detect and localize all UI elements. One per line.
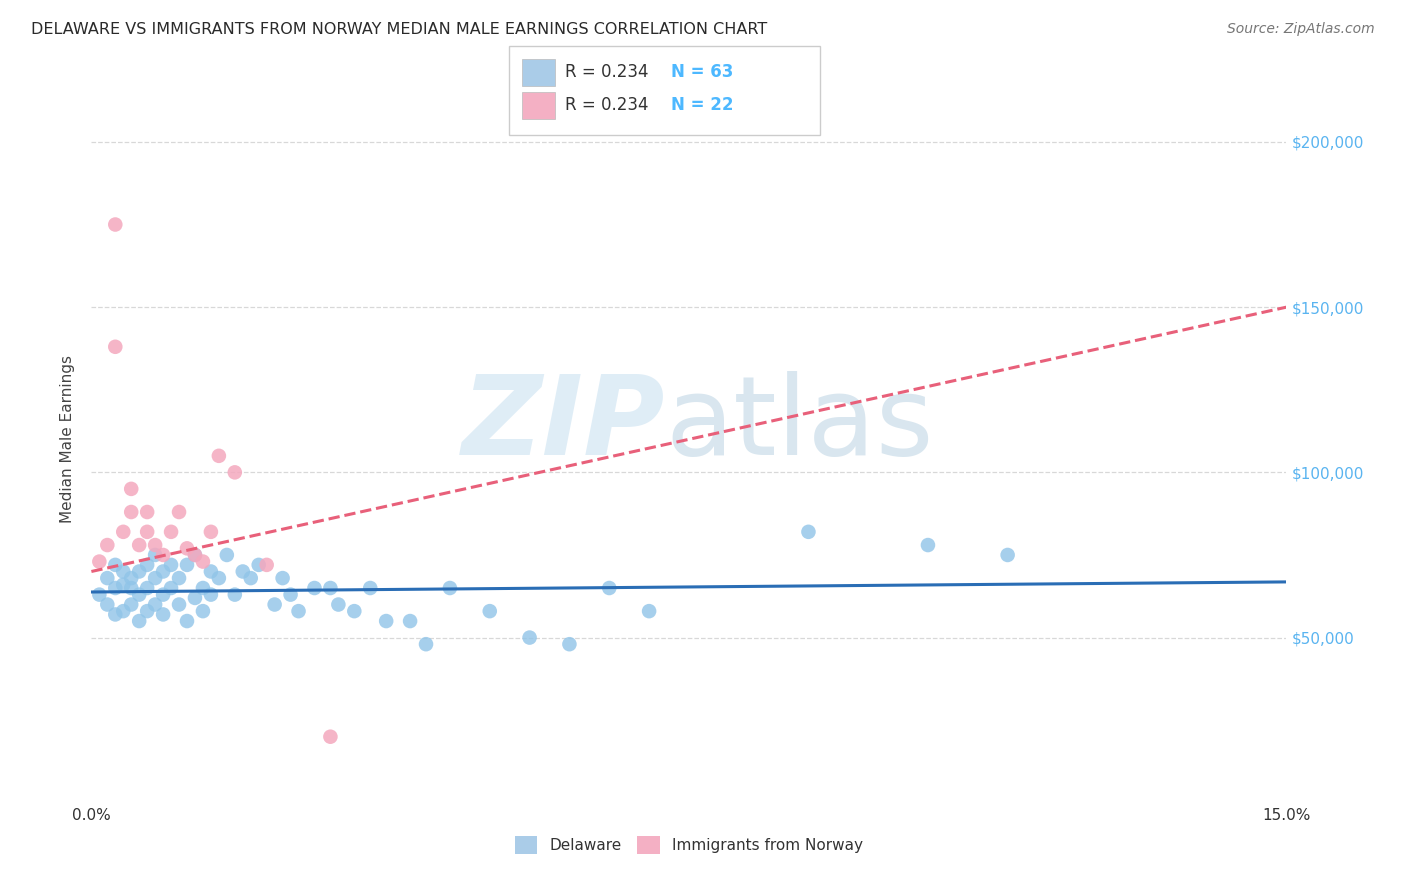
Point [104,558,127,572]
Point [112,524,135,539]
Point [136,581,159,595]
Point [224,466,246,480]
Point [224,588,246,602]
Point [104,607,127,622]
Point [239,571,262,585]
Point [104,218,127,232]
Point [478,604,501,618]
Point [152,565,174,579]
Point [128,538,150,552]
Point [271,571,294,585]
Point [319,730,342,744]
Point [558,637,581,651]
Point [152,548,174,562]
Point [104,581,127,595]
Point [89,555,111,569]
Point [96,598,118,612]
Point [112,578,135,592]
Point [152,588,174,602]
Point [232,565,254,579]
Point [399,614,422,628]
Text: N = 63: N = 63 [671,63,733,81]
Text: DELAWARE VS IMMIGRANTS FROM NORWAY MEDIAN MALE EARNINGS CORRELATION CHART: DELAWARE VS IMMIGRANTS FROM NORWAY MEDIA… [31,22,768,37]
Point [167,571,190,585]
Point [319,581,342,595]
Point [112,565,135,579]
Legend: Delaware, Immigrants from Norway: Delaware, Immigrants from Norway [509,830,869,861]
Point [343,604,366,618]
Point [120,581,142,595]
Point [136,558,159,572]
Point [184,591,207,605]
Point [997,548,1019,562]
Point [439,581,461,595]
Point [120,505,142,519]
Point [120,571,142,585]
Point [215,548,238,562]
Point [359,581,381,595]
Point [104,340,127,354]
Point [191,581,214,595]
Point [143,538,166,552]
Point [917,538,939,552]
Point [184,548,207,562]
Point [256,558,278,572]
Point [143,571,166,585]
Point [128,614,150,628]
Text: R = 0.234: R = 0.234 [565,96,648,114]
Point [128,565,150,579]
Point [797,524,820,539]
Text: R = 0.234: R = 0.234 [565,63,648,81]
Point [160,558,183,572]
Point [191,555,214,569]
Point [280,588,302,602]
Point [287,604,309,618]
Point [247,558,270,572]
Point [112,604,135,618]
Point [136,604,159,618]
Point [143,548,166,562]
Point [120,482,142,496]
Point [304,581,326,595]
Point [263,598,285,612]
Point [519,631,541,645]
Point [128,588,150,602]
Point [152,607,174,622]
Point [328,598,350,612]
Point [208,571,231,585]
Point [96,571,118,585]
Text: Source: ZipAtlas.com: Source: ZipAtlas.com [1227,22,1375,37]
Point [160,581,183,595]
Point [143,598,166,612]
Point [136,505,159,519]
Point [375,614,398,628]
Point [96,538,118,552]
Point [200,565,222,579]
Point [200,588,222,602]
Point [200,524,222,539]
Point [208,449,231,463]
Point [176,558,198,572]
Point [176,541,198,556]
Point [415,637,437,651]
Point [191,604,214,618]
Text: ZIP: ZIP [461,371,665,478]
Text: atlas: atlas [665,371,934,478]
Point [136,524,159,539]
Point [176,614,198,628]
Point [167,598,190,612]
Point [598,581,620,595]
Point [167,505,190,519]
Text: N = 22: N = 22 [671,96,733,114]
Point [638,604,661,618]
Point [184,548,207,562]
Y-axis label: Median Male Earnings: Median Male Earnings [60,355,76,524]
Point [120,598,142,612]
Point [160,524,183,539]
Point [89,588,111,602]
